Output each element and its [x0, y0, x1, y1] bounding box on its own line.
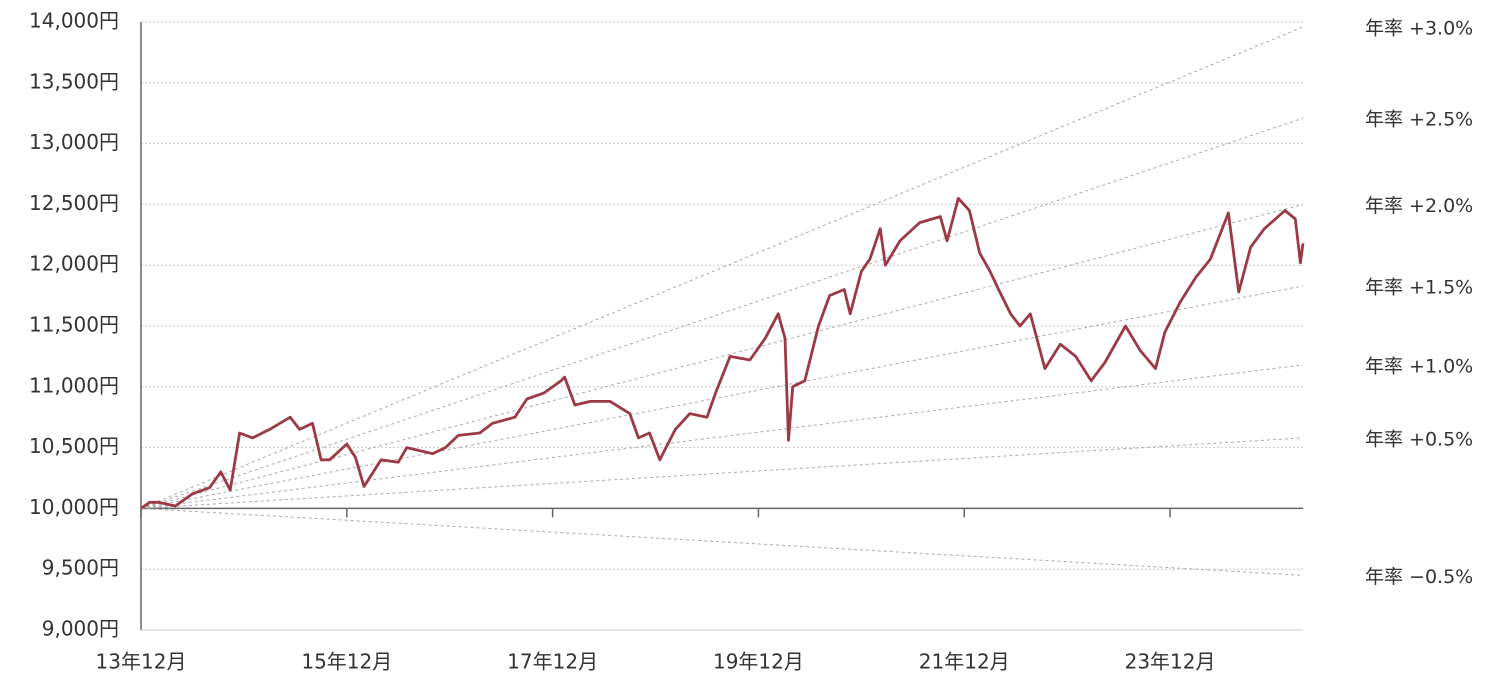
x-tick-label: 15年12月: [301, 650, 392, 674]
y-tick-label: 14,000円: [29, 9, 119, 33]
y-tick-label: 10,500円: [29, 434, 119, 458]
reference-label: 年率 +2.5%: [1365, 109, 1473, 131]
reference-line: [140, 507, 1304, 576]
reference-label: 年率 +1.5%: [1365, 276, 1473, 298]
y-tick-label: 10,000円: [29, 495, 119, 519]
reference-line: [140, 203, 1304, 509]
reference-label: 年率 +1.0%: [1365, 355, 1473, 377]
reference-label: 年率 +2.0%: [1365, 195, 1473, 217]
y-tick-label: 9,000円: [42, 617, 119, 641]
x-tick-label: 23年12月: [1125, 650, 1216, 674]
x-tick-label: 19年12月: [713, 650, 804, 674]
reference-line: [140, 117, 1304, 509]
y-tick-label: 9,500円: [42, 556, 119, 580]
y-tick-label: 13,500円: [29, 69, 119, 93]
x-tick-label: 13年12月: [96, 650, 187, 674]
x-tick-label: 21年12月: [919, 650, 1010, 674]
y-tick-label: 12,500円: [29, 191, 119, 215]
x-tick-label: 17年12月: [507, 650, 598, 674]
reference-line: [140, 285, 1304, 509]
reference-label: 年率 −0.5%: [1365, 566, 1473, 588]
series-line: [140, 196, 1305, 510]
reference-label: 年率 +3.0%: [1365, 17, 1473, 39]
y-tick-label: 11,000円: [29, 373, 119, 397]
reference-line: [140, 437, 1304, 509]
reference-label: 年率 +0.5%: [1365, 428, 1473, 450]
y-tick-label: 11,500円: [29, 313, 119, 337]
y-tick-label: 13,000円: [29, 130, 119, 154]
y-tick-label: 12,000円: [29, 252, 119, 276]
